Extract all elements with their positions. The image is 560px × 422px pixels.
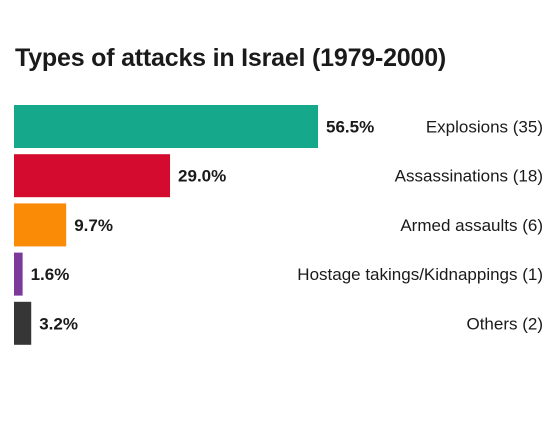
category-label-2: Armed assaults (6) [400,216,543,235]
bar-1 [14,154,171,198]
category-label-1: Assassinations (18) [395,167,543,186]
labels-layer: 56.5% Explosions (35) 29.0% Assassinations … [31,118,543,334]
bar-2 [14,203,67,247]
bar-value-label-0: 56.5% [326,118,374,137]
chart-title: Types of attacks in Israel (1979-2000) [15,44,447,72]
bar-value-label-1: 29.0% [178,167,226,186]
category-label-4: Others (2) [466,314,543,333]
category-label-3: Hostage takings/Kidnappings (1) [297,265,543,284]
bar-4 [14,301,32,345]
bar-value-label-4: 3.2% [39,314,78,333]
bar-0 [14,105,318,148]
bar-3 [14,252,23,296]
bars-layer [14,105,318,345]
bar-value-label-3: 1.6% [31,265,70,284]
category-label-0: Explosions (35) [426,118,543,137]
bar-value-label-2: 9.7% [74,216,113,235]
